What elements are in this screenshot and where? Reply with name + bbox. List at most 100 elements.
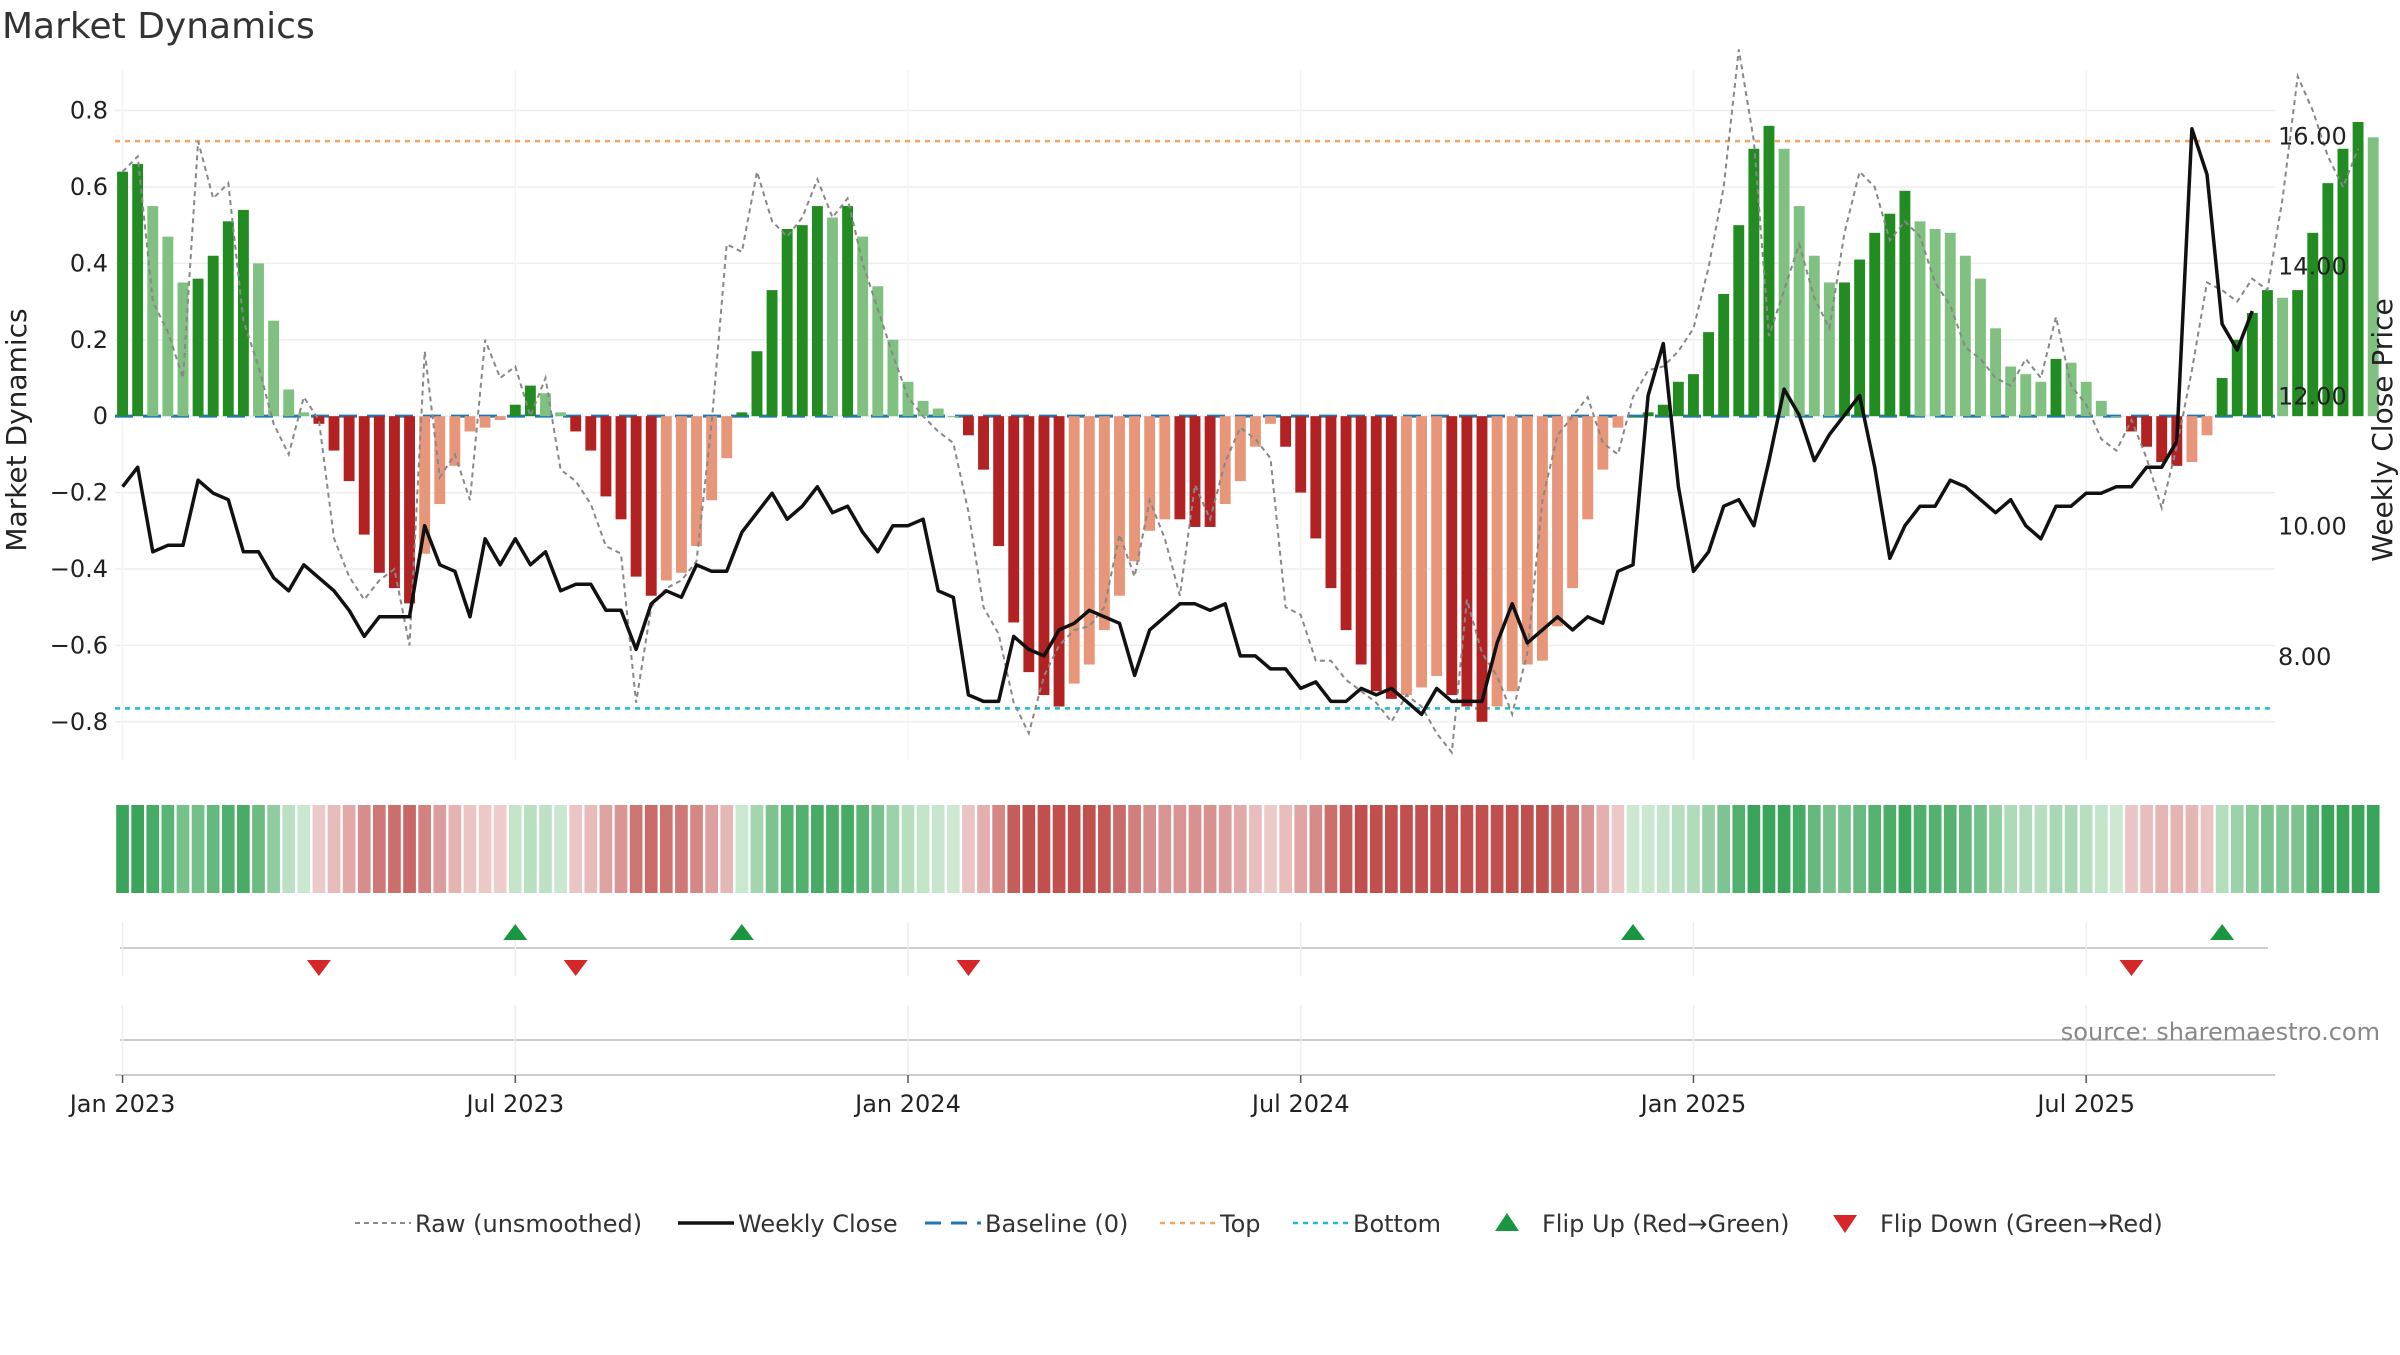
md-bar [1491,416,1503,707]
md-bar [1249,416,1261,447]
regime-strip-cell [2366,805,2380,893]
md-bar [902,381,914,417]
regime-strip-cell [1641,805,1655,893]
md-bar [2231,339,2243,417]
md-bar [283,389,295,417]
md-bar [796,225,808,417]
regime-strip-cell [372,805,386,893]
md-bar [1159,416,1171,520]
regime-strip-cell [2140,805,2153,893]
md-bar [600,416,612,497]
md-bar [1325,416,1337,589]
regime-strip-cell [2215,805,2229,893]
regime-strip-cell [2261,805,2274,893]
md-bar [1748,148,1760,417]
regime-strip-cell [1158,805,1172,893]
x-tick-label: Jan 2024 [853,1090,961,1118]
md-bar [509,404,521,417]
regime-strip-cell [2110,805,2123,893]
regime-strip-cell [1823,805,1836,893]
y-tick-label: 0.6 [70,173,108,201]
md-bar [132,164,144,417]
regime-strip-cell [388,805,401,893]
regime-strip-cell [297,805,311,893]
regime-strip-cell [1294,805,1308,893]
md-bar [2322,183,2334,417]
legend-label: Bottom [1353,1210,1441,1238]
regime-strip-cell [1354,805,1368,893]
regime-strip-cell [811,805,824,893]
regime-strip-cell [478,805,492,893]
legend-swatch [1833,1215,1857,1233]
regime-strip-cell [1807,805,1821,893]
regime-strip-cell [508,805,522,893]
md-bar [1461,416,1473,707]
y2-tick-label: 10.00 [2278,513,2347,541]
md-bar [494,416,506,420]
md-bar [751,351,763,417]
regime-strip-cell [252,805,265,893]
md-bar [2201,416,2213,436]
regime-strip-cell [2351,805,2365,893]
y2-tick-label: 14.00 [2278,252,2347,280]
regime-strip-cell [1596,805,1610,893]
md-bar [1234,416,1246,482]
md-bar [373,416,385,573]
regime-strip-cell [2321,805,2335,893]
md-bar [1597,416,1609,470]
regime-strip-cell [1233,805,1247,893]
regime-strip-cell [1611,805,1625,893]
regime-strip-cell [1188,805,1202,893]
md-bar [419,416,431,554]
regime-strip [116,805,2380,893]
flip-down-marker [563,960,588,976]
y-tick-label: 0.8 [70,97,108,125]
md-bar [1793,206,1805,417]
regime-strip-cell [493,805,507,893]
regime-strip-cell [1173,805,1187,893]
md-bar [1506,416,1518,692]
md-bar [1189,416,1201,527]
regime-strip-cell [282,805,296,893]
regime-strip-cell [2094,805,2108,893]
md-bar [706,416,718,501]
md-bar [1038,416,1050,696]
legend-label: Baseline (0) [985,1210,1128,1238]
md-bar [1854,259,1866,417]
md-bar [1839,282,1850,417]
md-bar [1340,416,1352,631]
md-bar [222,221,234,417]
regime-strip-cell [886,805,900,893]
md-bar [570,416,582,432]
md-bar [781,228,793,417]
regime-strip-cell [1943,805,1957,893]
md-bar [2080,381,2092,417]
regime-strip-cell [1747,805,1761,893]
md-bar [1657,404,1669,417]
md-bar [2352,122,2364,417]
md-bar [147,206,159,417]
regime-strip-cell [614,805,628,893]
md-bar [313,416,325,424]
regime-strip-cell [826,805,839,893]
md-bar [766,290,778,417]
regime-strip-cell [131,805,145,893]
md-bar [978,416,989,470]
regime-strip-cell [1067,805,1081,893]
regime-strip-cell [675,805,688,893]
md-bar [298,412,310,417]
regime-strip-cell [1626,805,1640,893]
md-bar [1265,416,1276,424]
regime-strip-cell [1656,805,1670,893]
md-bar [1582,416,1594,520]
md-bar [2186,416,2198,463]
y-tick-label: −0.2 [50,479,108,507]
regime-strip-cell [1536,805,1549,893]
x-tick-label: Jul 2023 [464,1090,564,1118]
md-bar [343,416,355,482]
legend-item: Weekly Close [678,1210,898,1238]
regime-strip-cell [176,805,190,893]
md-bar [1023,416,1035,673]
x-tick-label: Jan 2025 [1639,1090,1747,1118]
